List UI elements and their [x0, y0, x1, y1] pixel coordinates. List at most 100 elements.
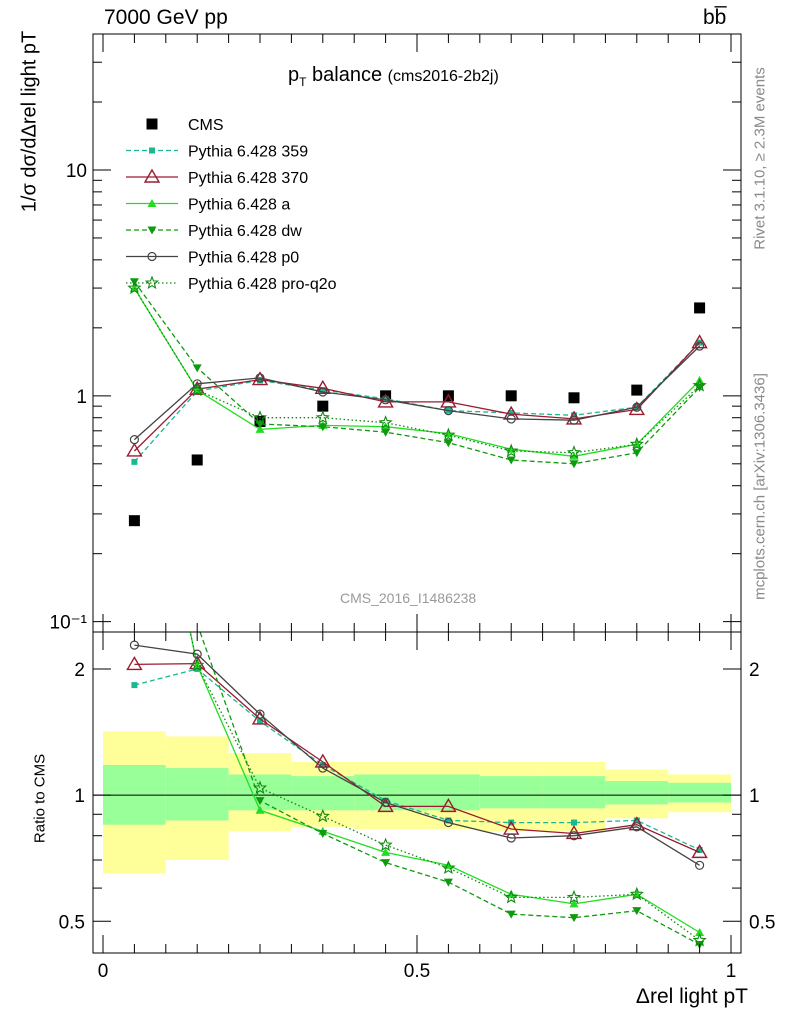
data-point — [440, 797, 457, 813]
ratio-y-tick-label: 2 — [74, 660, 85, 681]
data-point — [569, 415, 579, 425]
legend-entry: Pythia 6.428 370 — [126, 168, 308, 187]
ratio-series-pythia-6-428-p0 — [129, 640, 705, 870]
uncertainty-bands — [103, 731, 731, 874]
main-panel-marks — [126, 278, 708, 527]
data-point — [443, 439, 453, 448]
data-point — [694, 302, 706, 314]
legend-entry: Pythia 6.428 a — [126, 197, 290, 214]
data-point — [505, 390, 517, 402]
data-point — [443, 406, 453, 416]
data-point — [504, 889, 519, 904]
data-point — [381, 428, 391, 437]
data-point — [318, 387, 328, 397]
data-point — [255, 797, 265, 806]
data-point — [315, 410, 330, 424]
data-point — [257, 718, 263, 725]
data-point — [317, 400, 329, 412]
data-point — [147, 251, 157, 262]
data-point — [252, 410, 268, 424]
data-point — [692, 932, 707, 947]
legend-entry: Pythia 6.428 p0 — [126, 250, 299, 267]
data-point — [147, 226, 157, 235]
ratio-y-tick-label: 0.5 — [59, 912, 85, 933]
data-point — [691, 843, 708, 859]
ratio-panel-marks — [126, 632, 708, 950]
series-line — [133, 281, 701, 465]
data-point — [441, 860, 456, 874]
process-label: bb̅ — [703, 6, 727, 29]
data-point — [695, 928, 705, 937]
data-point — [506, 910, 516, 919]
data-point — [255, 424, 265, 433]
ratio-y-tick-label-right: 1 — [749, 786, 760, 807]
data-point — [127, 280, 142, 295]
data-point — [378, 415, 393, 429]
series-pythia-6-428-a — [129, 283, 705, 460]
data-point — [252, 780, 268, 794]
green-band — [605, 781, 669, 805]
data-point — [632, 402, 642, 412]
title-rest: balance — [306, 64, 383, 86]
ratio-line — [134, 662, 700, 853]
data-point — [568, 392, 580, 404]
series-line — [133, 287, 701, 454]
data-point — [443, 878, 453, 887]
data-point — [565, 825, 583, 840]
data-point — [381, 797, 391, 808]
ratio-series-pythia-6-428-dw — [199, 632, 705, 950]
data-point — [382, 395, 389, 402]
green-band — [354, 774, 417, 811]
data-point — [381, 395, 391, 405]
legend-entry: CMS — [146, 117, 224, 134]
axis-ticks: 10⁻¹ 1 10 0.5 0.5 1 1 2 2 0 0.5 1 — [50, 33, 775, 982]
data-point — [378, 837, 393, 852]
data-point — [696, 846, 703, 853]
legend-label: Pythia 6.428 a — [188, 197, 290, 214]
chart-title: pT balance (cms2016-2b2j) — [288, 64, 499, 89]
data-point — [628, 816, 646, 831]
x-tick-label: 1 — [726, 961, 737, 982]
ratio-line — [134, 644, 700, 866]
ratio-y-tick-label-right: 2 — [749, 660, 760, 681]
data-point — [191, 454, 203, 466]
series-pythia-6-428-dw — [129, 278, 705, 469]
data-point — [314, 379, 332, 394]
series-line — [133, 342, 701, 452]
legend-entry: Pythia 6.428 359 — [126, 144, 308, 161]
data-point — [315, 808, 330, 823]
data-point — [445, 817, 452, 824]
beam-label: 7000 GeV pp — [104, 6, 228, 29]
legend-label: Pythia 6.428 pro-q2o — [188, 276, 337, 293]
legend-entry: Pythia 6.428 dw — [126, 223, 302, 240]
data-point — [126, 442, 143, 457]
green-band — [542, 776, 606, 809]
data-point — [147, 199, 157, 207]
data-point — [319, 761, 326, 768]
data-point — [131, 458, 138, 465]
data-point — [318, 423, 328, 432]
data-point — [691, 334, 708, 349]
ratio-line — [189, 632, 700, 941]
series-line — [133, 342, 701, 463]
data-point — [632, 822, 642, 832]
data-point — [318, 763, 328, 773]
legend-label: Pythia 6.428 359 — [188, 144, 308, 161]
data-point — [318, 829, 328, 838]
data-point — [631, 384, 643, 396]
legend-label: Pythia 6.428 dw — [188, 223, 302, 240]
ratio-line — [134, 668, 700, 851]
series-cms — [128, 302, 706, 527]
data-point — [126, 656, 143, 671]
ratio-y-tick-label: 1 — [74, 786, 85, 807]
series-pythia-6-428-p0 — [129, 341, 705, 445]
series-line — [133, 287, 701, 457]
ratio-y-tick-label-right: 0.5 — [749, 912, 775, 933]
data-point — [629, 436, 644, 451]
data-point — [692, 378, 707, 392]
data-point — [566, 889, 582, 904]
data-point — [504, 443, 519, 457]
data-point — [257, 377, 263, 384]
data-point — [255, 373, 265, 383]
